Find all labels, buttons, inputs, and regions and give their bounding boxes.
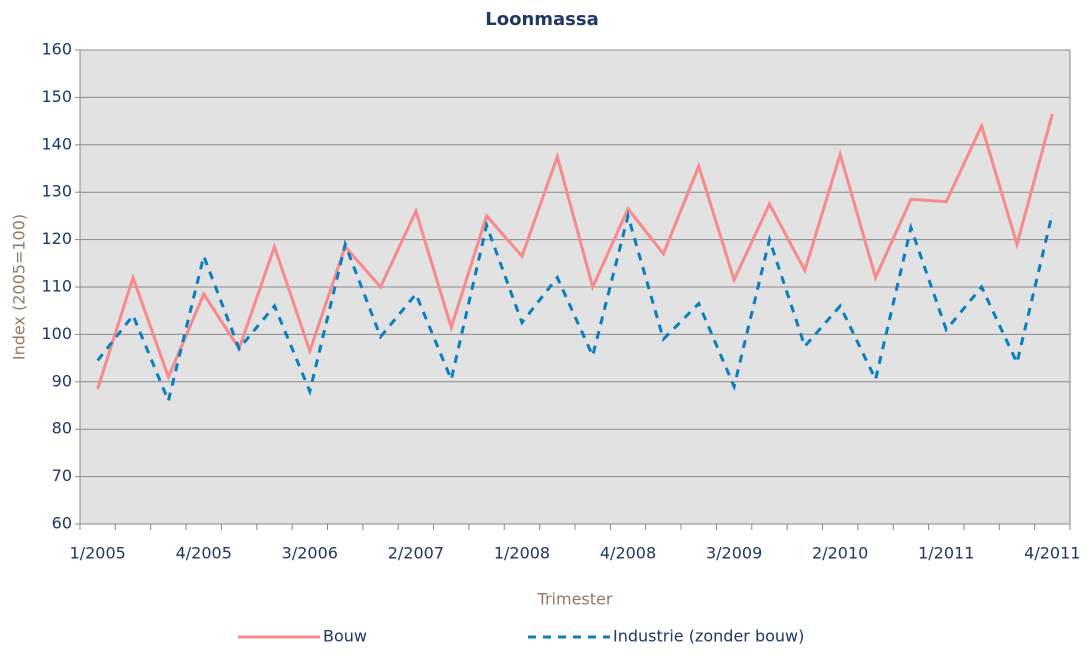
y-tick-label: 90 (52, 371, 72, 390)
x-axis-title: Trimester (537, 590, 613, 609)
y-axis-title: Index (2005=100) (10, 214, 29, 360)
x-tick-label: 2/2007 (388, 544, 444, 563)
y-tick-label: 80 (52, 419, 72, 438)
x-tick-label: 1/2008 (494, 544, 550, 563)
x-tick-label: 4/2008 (600, 544, 656, 563)
y-tick-label: 110 (41, 277, 72, 296)
y-tick-label: 120 (41, 229, 72, 248)
x-tick-label: 3/2009 (706, 544, 762, 563)
y-tick-label: 150 (41, 87, 72, 106)
y-tick-label: 130 (41, 182, 72, 201)
legend-label: Bouw (323, 627, 367, 646)
legend-label: Industrie (zonder bouw) (613, 627, 804, 646)
x-tick-label: 3/2006 (282, 544, 338, 563)
x-tick-label: 1/2005 (70, 544, 126, 563)
x-tick-label: 2/2010 (812, 544, 868, 563)
y-tick-label: 100 (41, 324, 72, 343)
x-tick-label: 4/2005 (176, 544, 232, 563)
y-tick-label: 60 (52, 514, 72, 533)
line-series (96, 210, 1054, 406)
x-tick-label: 1/2011 (918, 544, 974, 563)
x-tick-label: 4/2011 (1024, 544, 1080, 563)
y-tick-label: 140 (41, 134, 72, 153)
y-tick-label: 70 (52, 466, 72, 485)
line-series (96, 113, 1054, 390)
y-tick-label: 160 (41, 40, 72, 59)
chart-title: Loonmassa (485, 9, 599, 30)
